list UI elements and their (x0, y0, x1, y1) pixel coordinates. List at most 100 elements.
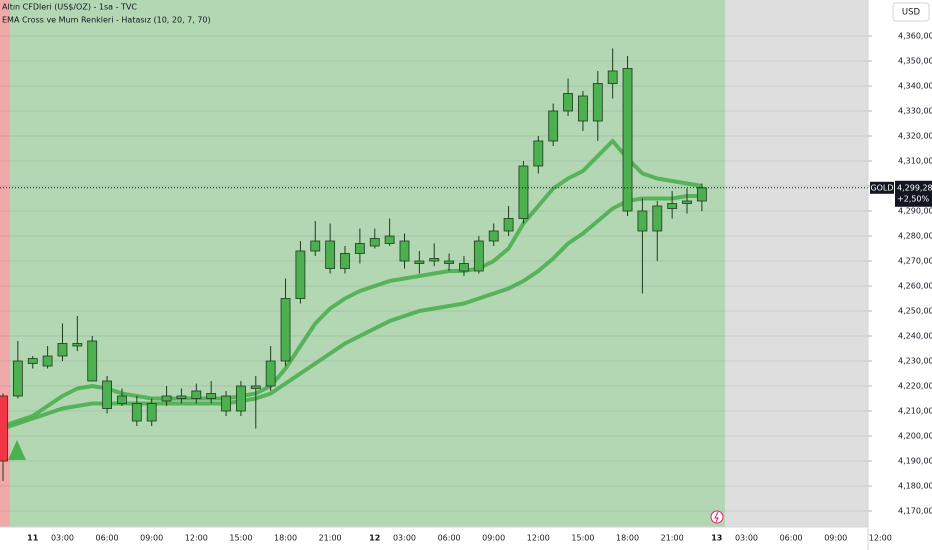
y-tick-label: 4,210,000 (898, 407, 932, 416)
y-tick-label: 4,230,000 (898, 357, 932, 366)
candle-body (444, 260, 455, 264)
candle-body (206, 393, 217, 399)
x-tick-label: 03:00 (393, 534, 416, 543)
currency-button[interactable] (892, 2, 930, 22)
candle-body (369, 238, 380, 247)
x-tick-label: 06:00 (96, 534, 119, 543)
candle-body (0, 395, 8, 462)
chart-title: Altın CFDleri (US$/OZ) - 1sa - TVC (2, 3, 137, 12)
price-label: 4,299,285 (897, 183, 932, 192)
candle-body (652, 205, 663, 232)
x-tick-label: 12:00 (527, 534, 550, 543)
y-tick-label: 4,350,000 (898, 57, 932, 66)
candle-body (340, 253, 350, 269)
candle-body (682, 200, 692, 204)
candle-body (310, 240, 321, 252)
candle-body (146, 403, 157, 422)
candle-body (622, 68, 633, 212)
candle-body (637, 210, 648, 232)
x-tick-label: 13 (711, 534, 722, 543)
bear-zone (0, 0, 10, 527)
change-label: +2,50% (897, 194, 930, 203)
x-tick-label: 06:00 (780, 534, 803, 543)
y-tick-label: 4,280,000 (898, 232, 932, 241)
event-icon[interactable] (710, 510, 724, 524)
candle-body (72, 343, 83, 347)
y-tick-label: 4,340,000 (898, 82, 932, 91)
y-tick-label: 4,220,000 (898, 382, 932, 391)
x-tick-label: 21:00 (319, 534, 342, 543)
candle-body (503, 218, 514, 232)
candle-body (548, 110, 559, 142)
candle-body (265, 360, 276, 387)
bull-zone (10, 0, 725, 527)
x-tick-label: 12:00 (185, 534, 208, 543)
x-tick-label: 18:00 (274, 534, 297, 543)
x-tick-label: 09:00 (824, 534, 847, 543)
candle-body (117, 395, 127, 404)
candle-body (12, 360, 23, 397)
candle-body (533, 140, 544, 167)
x-tick-label: 15:00 (229, 534, 252, 543)
x-tick-label: 18:00 (616, 534, 639, 543)
y-tick-label: 4,270,000 (898, 257, 932, 266)
candle-body (42, 355, 53, 367)
y-tick-label: 4,240,000 (898, 332, 932, 341)
plot (0, 48, 868, 481)
y-tick-label: 4,200,000 (898, 432, 932, 441)
candle-body (131, 403, 142, 422)
symbol-box (870, 181, 894, 194)
y-tick-label: 4,310,000 (898, 157, 932, 166)
x-tick-label: 12:00 (869, 534, 892, 543)
candle-body (176, 395, 187, 399)
candle-body (221, 395, 231, 412)
candle-body (667, 203, 678, 209)
candle-body (87, 340, 98, 382)
candle-body (280, 298, 291, 362)
candle-body (696, 187, 707, 202)
currency-label[interactable]: USD (902, 8, 921, 18)
y-tick-label: 4,330,000 (898, 107, 932, 116)
ema-line (2, 139, 703, 428)
candle-body (250, 385, 261, 389)
y-tick-label: 4,320,000 (898, 132, 932, 141)
x-tick-label: 06:00 (438, 534, 461, 543)
y-tick-label: 4,190,000 (898, 457, 932, 466)
y-tick-label: 4,360,000 (898, 32, 932, 41)
event-bolt (714, 511, 719, 523)
axis: 4,170,000 4,180,000 4,190,000 4,200,000 4,21… (27, 32, 932, 543)
x-tick-label: 21:00 (661, 534, 684, 543)
candle-body (488, 230, 499, 242)
candle-body (592, 83, 603, 122)
candle-body (27, 358, 38, 364)
x-tick-label: 09:00 (140, 534, 163, 543)
candle-body (459, 263, 469, 272)
candle-body (578, 95, 588, 122)
indicator-title: EMA Cross ve Mum Renkleri - Hatasız (10,… (2, 16, 211, 25)
x-tick-label: 03:00 (735, 534, 758, 543)
candle-body (295, 250, 306, 299)
y-tick-label: 4,250,000 (898, 307, 932, 316)
x-tick-label: 03:00 (51, 534, 74, 543)
candle-body (607, 70, 618, 84)
candle-body (518, 165, 529, 219)
candle-body (473, 240, 484, 272)
candle-body (102, 380, 112, 409)
candle-body (563, 93, 573, 112)
candle-body (57, 343, 68, 357)
candle-body (354, 243, 365, 254)
price-box (895, 180, 932, 207)
y-tick-label: 4,290,000 (898, 207, 932, 216)
candle-body (325, 240, 336, 269)
symbol-label: GOLD (870, 183, 893, 192)
candle-body (191, 390, 202, 399)
candle-body (236, 385, 246, 412)
x-tick-label: 12 (369, 534, 380, 543)
x-tick-label: 11 (27, 534, 39, 543)
candle-body (384, 235, 395, 244)
candle-body (429, 258, 440, 262)
candle-body (399, 240, 410, 262)
buy-signal (8, 440, 26, 460)
x-tick-label: 15:00 (571, 534, 594, 543)
